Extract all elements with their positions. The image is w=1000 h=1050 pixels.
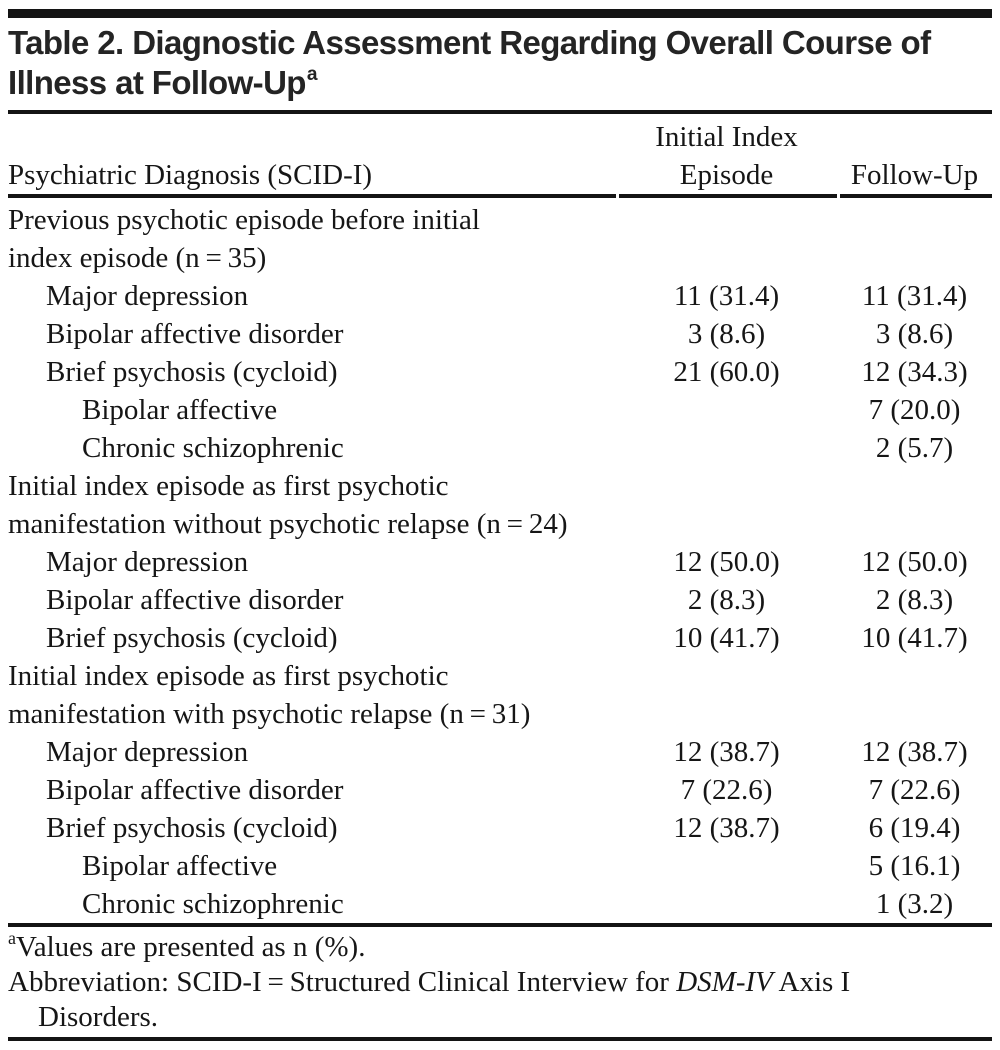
- row-label: Initial index episode as first psychotic…: [8, 660, 531, 730]
- footnote-abbreviation-text: Abbreviation: SCID-I = Structured Clinic…: [8, 966, 677, 998]
- top-bar: [8, 9, 992, 18]
- title-rule: [8, 110, 992, 114]
- row-label: Bipolar affective disorder: [46, 774, 344, 806]
- footnote-abbreviation-text-end: Axis I: [772, 966, 851, 998]
- initial-episode-value: 11 (31.4): [673, 280, 780, 312]
- row-label: Bipolar affective disorder: [46, 584, 344, 616]
- table-row: Chronic schizophrenic 1 (3.2): [8, 885, 992, 923]
- row-label: Major depression: [46, 736, 249, 768]
- table-row: Brief psychosis (cycloid) 10 (41.7) 10 (41…: [8, 619, 992, 657]
- row-label: Major depression: [46, 280, 249, 312]
- initial-episode-value: 10 (41.7): [673, 622, 780, 654]
- footnote-abbreviation-continuation: Disorders.: [38, 1001, 159, 1033]
- table-row: Bipolar affective 7 (20.0): [8, 391, 992, 429]
- followup-value: 12 (38.7): [861, 736, 968, 768]
- title-footnote-marker: a: [306, 64, 318, 85]
- followup-value: 5 (16.1): [868, 850, 961, 882]
- header-rule-segment: [840, 194, 992, 198]
- column-header-initial-index-episode: Initial Index Episode: [616, 118, 837, 194]
- row-label: Major depression: [46, 546, 249, 578]
- row-label: Bipolar affective: [82, 850, 278, 882]
- followup-value: 3 (8.6): [875, 318, 954, 350]
- initial-episode-value: 7 (22.6): [680, 774, 773, 806]
- followup-value: 6 (19.4): [868, 812, 961, 844]
- table-row: Major depression 11 (31.4) 11 (31.4): [8, 277, 992, 315]
- footnote-abbreviation: Abbreviation: SCID-I = Structured Clinic…: [8, 965, 992, 1000]
- followup-value: 12 (34.3): [861, 356, 968, 388]
- row-label: Bipolar affective disorder: [46, 318, 344, 350]
- table-row: Brief psychosis (cycloid) 21 (60.0) 12 (34…: [8, 353, 992, 391]
- followup-value: 11 (31.4): [861, 280, 968, 312]
- followup-value: 12 (50.0): [861, 546, 968, 578]
- initial-episode-value: 2 (8.3): [687, 584, 766, 616]
- table-row: Major depression 12 (38.7) 12 (38.7): [8, 733, 992, 771]
- table-row: Initial index episode as first psychotic…: [8, 657, 992, 733]
- footnote-values-marker: a: [8, 928, 16, 949]
- row-label: Previous psychotic episode before initia…: [8, 204, 480, 274]
- column-header-followup: Follow-Up: [850, 159, 979, 191]
- row-label: Brief psychosis (cycloid): [46, 622, 338, 654]
- followup-value: 2 (5.7): [875, 432, 954, 464]
- row-label: Chronic schizophrenic: [82, 432, 344, 464]
- followup-value: 1 (3.2): [875, 888, 954, 920]
- table-title: Table 2. Diagnostic Assessment Regarding…: [8, 23, 992, 103]
- column-header-row: Psychiatric Diagnosis (SCID-I) Initial I…: [8, 114, 992, 194]
- header-rule: [8, 194, 992, 198]
- header-rule-segment: [8, 194, 616, 198]
- table-row: Previous psychotic episode before initia…: [8, 201, 992, 277]
- table-row: Bipolar affective disorder 7 (22.6) 7 (22.…: [8, 771, 992, 809]
- table-row: Bipolar affective disorder 2 (8.3) 2 (8.3): [8, 581, 992, 619]
- followup-value: 7 (22.6): [868, 774, 961, 806]
- initial-episode-value: 12 (38.7): [673, 812, 780, 844]
- table-row: Initial index episode as first psychotic…: [8, 467, 992, 543]
- table-row: Bipolar affective disorder 3 (8.6) 3 (8.6): [8, 315, 992, 353]
- column-header-initial-line2: Episode: [679, 159, 774, 191]
- footnote-values-text: Values are presented as n (%).: [15, 931, 366, 963]
- footnote-values: aValues are presented as n (%).: [8, 928, 992, 965]
- footnotes: aValues are presented as n (%). Abbrevia…: [8, 927, 992, 1035]
- row-label: Brief psychosis (cycloid): [46, 356, 338, 388]
- table-body: Previous psychotic episode before initia…: [8, 198, 992, 923]
- initial-episode-value: 12 (38.7): [673, 736, 780, 768]
- followup-value: 10 (41.7): [861, 622, 968, 654]
- row-label: Chronic schizophrenic: [82, 888, 344, 920]
- followup-value: 7 (20.0): [868, 394, 961, 426]
- row-label: Brief psychosis (cycloid): [46, 812, 338, 844]
- bottom-rule: [8, 1037, 992, 1041]
- table-title-line1: Table 2. Diagnostic Assessment Regarding…: [8, 24, 931, 61]
- row-label: Initial index episode as first psychotic…: [8, 470, 568, 540]
- initial-episode-value: 12 (50.0): [673, 546, 780, 578]
- column-header-diagnosis: Psychiatric Diagnosis (SCID-I): [8, 159, 373, 191]
- table-row: Major depression 12 (50.0) 12 (50.0): [8, 543, 992, 581]
- header-rule-segment: [619, 194, 837, 198]
- table-title-line2: Illness at Follow-Up: [8, 64, 306, 101]
- footnote-abbreviation-italic: DSM-IV: [676, 966, 773, 998]
- body-end-rule: [8, 923, 992, 927]
- table-row: Brief psychosis (cycloid) 12 (38.7) 6 (19.…: [8, 809, 992, 847]
- table-row: Bipolar affective 5 (16.1): [8, 847, 992, 885]
- followup-value: 2 (8.3): [875, 584, 954, 616]
- initial-episode-value: 3 (8.6): [687, 318, 766, 350]
- column-header-initial-line1: Initial Index: [655, 121, 798, 153]
- table-row: Chronic schizophrenic 2 (5.7): [8, 429, 992, 467]
- row-label: Bipolar affective: [82, 394, 278, 426]
- initial-episode-value: 21 (60.0): [673, 356, 780, 388]
